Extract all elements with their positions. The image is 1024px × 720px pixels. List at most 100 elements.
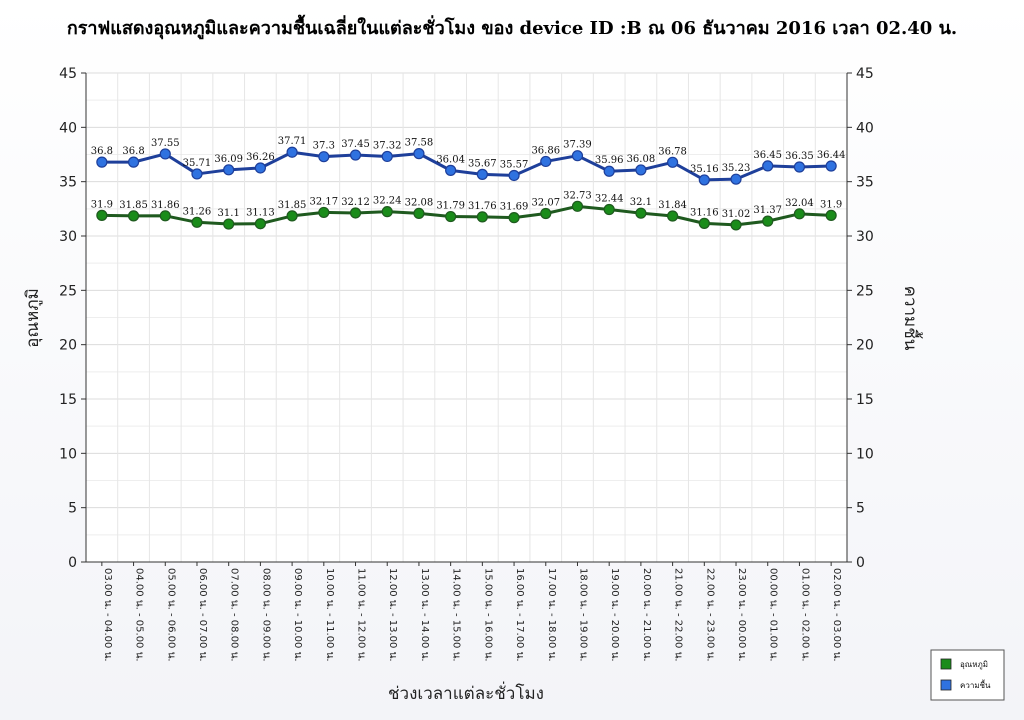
data-point — [127, 156, 140, 168]
x-tick-label: 14.00 น. - 15.00 น. — [451, 568, 462, 662]
data-point — [667, 156, 679, 168]
y-tick-label-left: 10 — [59, 446, 77, 462]
data-label: 37.55 — [151, 138, 180, 149]
data-point — [96, 156, 108, 168]
data-point — [254, 218, 266, 230]
y-tick-label-left: 30 — [59, 229, 77, 245]
y-tick-label-right: 30 — [856, 229, 874, 245]
data-point — [730, 219, 742, 231]
y-tick-label-left: 0 — [68, 555, 77, 571]
data-point — [540, 155, 552, 168]
data-point — [318, 151, 330, 163]
data-label: 36.35 — [785, 151, 814, 162]
data-point — [381, 206, 393, 218]
legend-swatch-humidity — [940, 679, 952, 691]
x-tick-label: 02.00 น. - 03.00 น. — [831, 568, 842, 662]
data-label: 37.32 — [373, 140, 402, 151]
data-point — [223, 164, 235, 176]
data-label: 36.04 — [436, 154, 465, 165]
data-label: 36.45 — [753, 150, 782, 161]
data-point — [698, 217, 710, 229]
data-point — [349, 207, 362, 219]
data-label: 31.16 — [690, 207, 719, 218]
data-point — [603, 203, 615, 216]
data-label: 31.37 — [753, 205, 782, 216]
x-tick-label: 05.00 น. - 06.00 น. — [165, 568, 176, 662]
data-label: 36.8 — [122, 146, 144, 157]
data-label: 36.8 — [91, 146, 113, 157]
y-tick-label-right: 5 — [856, 501, 865, 517]
y-tick-label-right: 35 — [856, 175, 874, 191]
data-point — [159, 148, 171, 160]
data-label: 35.67 — [468, 158, 497, 169]
data-label: 31.26 — [183, 206, 212, 217]
data-point — [127, 210, 140, 222]
y-tick-label-left: 40 — [59, 120, 77, 136]
x-tick-label: 16.00 น. - 17.00 น. — [514, 568, 525, 662]
y-axis-title-left: อุณหภูมิ — [23, 288, 43, 348]
data-label: 32.04 — [785, 198, 814, 209]
data-point — [445, 164, 457, 176]
data-label: 31.86 — [151, 200, 180, 211]
data-label: 36.78 — [658, 146, 687, 157]
data-point — [381, 150, 393, 163]
x-tick-label: 09.00 น. - 10.00 น. — [292, 568, 303, 662]
data-label: 37.45 — [341, 139, 370, 150]
data-label: 37.39 — [563, 140, 592, 151]
x-tick-label: 21.00 น. - 22.00 น. — [673, 568, 684, 662]
data-point — [635, 207, 647, 219]
x-tick-label: 23.00 น. - 00.00 น. — [736, 568, 747, 662]
data-label: 31.79 — [436, 201, 465, 212]
legend-swatch-temperature — [940, 658, 952, 670]
data-label: 32.12 — [341, 197, 370, 208]
data-label: 32.44 — [595, 193, 624, 204]
y-tick-label-left: 20 — [59, 338, 77, 354]
data-label: 31.85 — [278, 200, 307, 211]
x-tick-label: 18.00 น. - 19.00 น. — [577, 568, 588, 662]
legend-label-temperature: อุณหภูมิ — [960, 660, 988, 670]
data-label: 31.13 — [246, 208, 275, 219]
data-point — [96, 209, 108, 221]
data-label: 36.09 — [214, 154, 243, 165]
x-tick-label: 10.00 น. - 11.00 น. — [324, 568, 335, 662]
data-label: 32.1 — [630, 197, 652, 208]
data-point — [667, 210, 679, 222]
data-label: 32.24 — [373, 196, 402, 207]
data-point — [413, 207, 425, 219]
data-point — [476, 211, 488, 223]
x-tick-label: 15.00 น. - 16.00 น. — [482, 568, 493, 662]
data-point — [571, 200, 584, 212]
y-tick-label-right: 40 — [856, 120, 874, 136]
axes — [85, 73, 848, 563]
y-tick-label-right: 0 — [856, 555, 865, 571]
data-point — [191, 168, 203, 180]
data-point — [762, 160, 774, 172]
data-label: 31.1 — [218, 208, 240, 219]
x-tick-label: 13.00 น. - 14.00 น. — [419, 568, 430, 662]
data-point — [254, 162, 266, 174]
data-label: 31.84 — [658, 200, 687, 211]
x-tick-label: 12.00 น. - 13.00 น. — [387, 568, 398, 662]
data-point — [508, 212, 520, 224]
y-tick-label-right: 45 — [856, 66, 874, 82]
data-label: 37.3 — [313, 141, 335, 152]
data-point — [413, 148, 425, 160]
x-tick-label: 07.00 น. - 08.00 น. — [229, 568, 240, 662]
data-point — [571, 150, 584, 162]
data-label: 35.57 — [500, 159, 529, 170]
x-tick-label: 00.00 น. - 01.00 น. — [768, 568, 779, 662]
x-tick-label: 06.00 น. - 07.00 น. — [197, 568, 208, 662]
data-label: 31.9 — [820, 199, 842, 210]
data-point — [223, 218, 235, 230]
data-point — [318, 206, 330, 219]
data-point — [762, 215, 774, 227]
data-label: 35.16 — [690, 164, 719, 175]
data-label: 35.23 — [722, 163, 751, 174]
y-tick-label-right: 15 — [856, 392, 874, 408]
y-tick-label-right: 20 — [856, 338, 874, 354]
data-point — [508, 169, 520, 182]
data-label: 32.07 — [531, 198, 560, 209]
